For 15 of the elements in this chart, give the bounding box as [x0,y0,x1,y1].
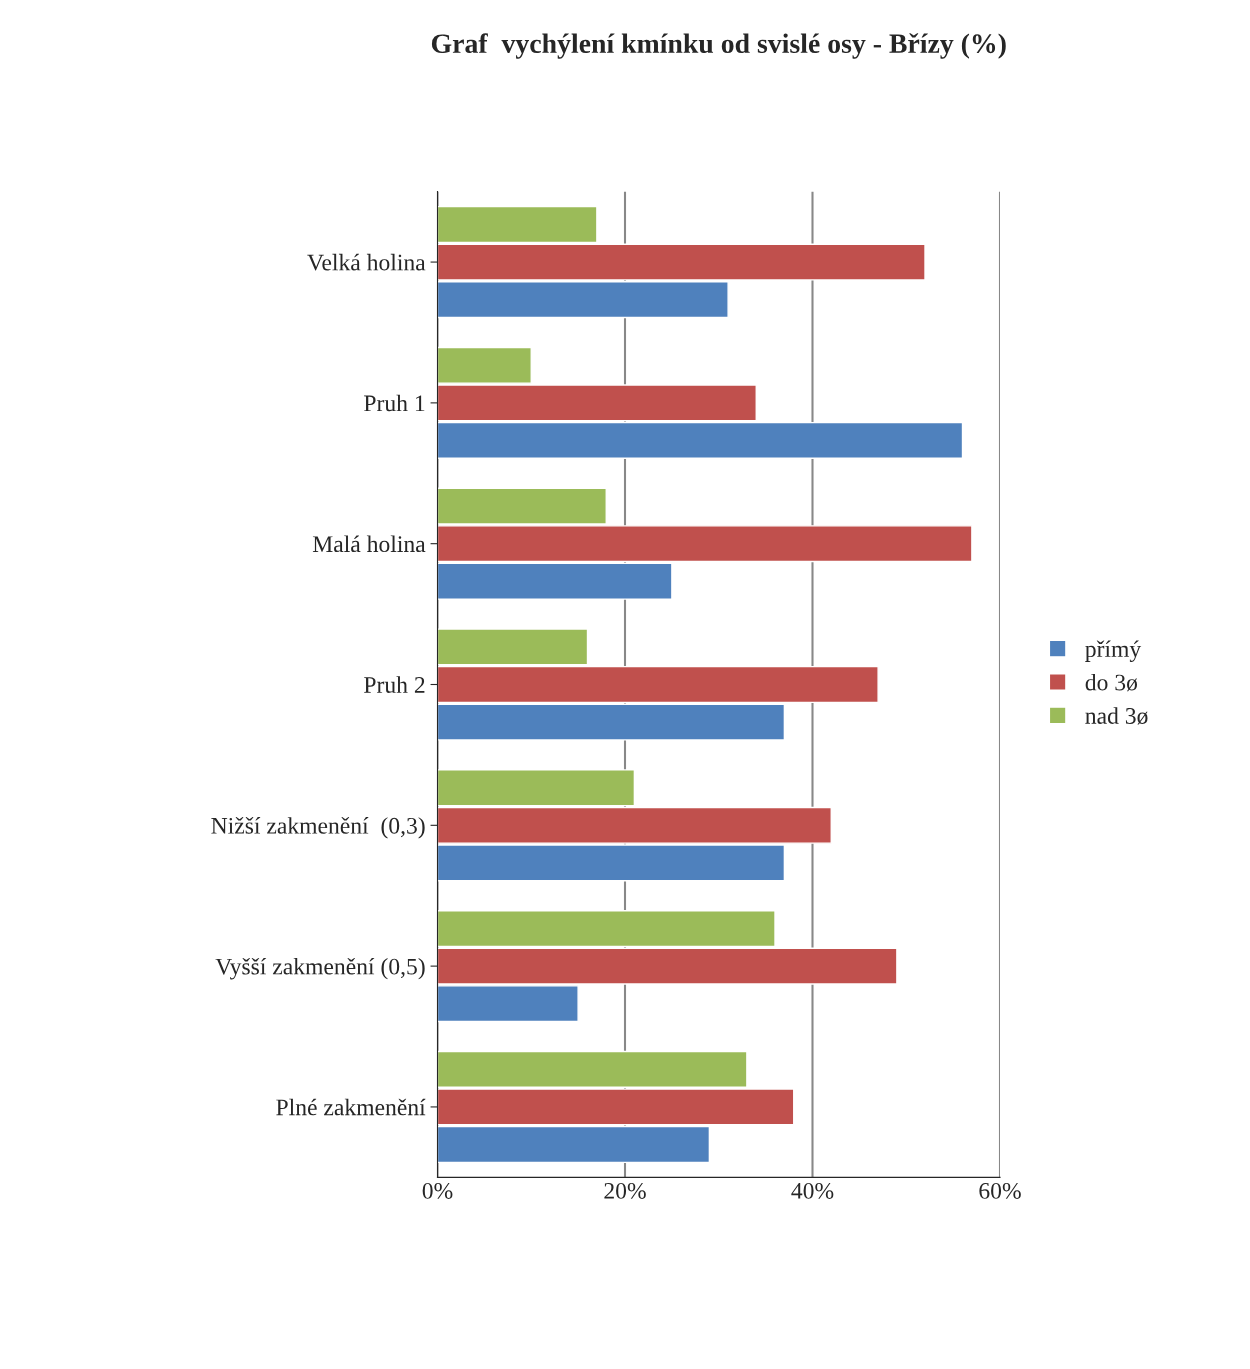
y-tick-label: Malá holina [312,535,426,553]
y-tick-label: Nižší zakmenění (0,3) [211,817,425,839]
x-tick-label: 60% [979,1182,1021,1199]
chart-title: Graf vychýlení kmínku od svislé osy - Břízy (%) [431,33,1006,59]
legend-label: přímý [1085,640,1142,662]
x-tick-label: 20% [604,1182,646,1199]
legend-label: do 3ø [1085,673,1138,692]
y-tick-label: Vyšší zakmenění (0,5) [215,957,425,980]
y-tick-label: Plné zakmenění [276,1098,426,1116]
y-tick-label: Pruh 2 [364,676,425,693]
x-tick-label: 0% [422,1182,453,1199]
y-tick-label: Velká holina [307,253,426,271]
y-tick-label: Pruh 1 [364,394,425,412]
legend-label: nad 3ø [1085,707,1148,725]
x-tick-label: 40% [791,1182,834,1199]
